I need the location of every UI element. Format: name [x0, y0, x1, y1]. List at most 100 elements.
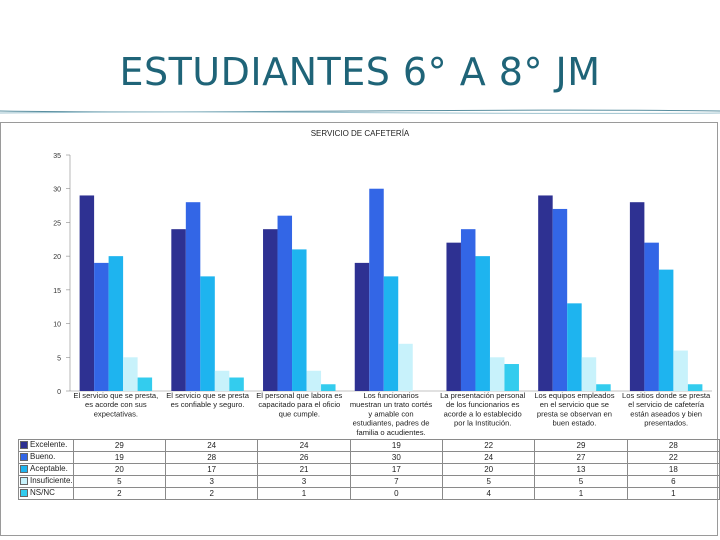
- data-label: 6: [626, 475, 720, 488]
- bar: [137, 377, 153, 391]
- data-label: 2: [72, 487, 167, 500]
- bar: [200, 276, 215, 391]
- slide-title: ESTUDIANTES 6° A 8° JM: [119, 50, 601, 94]
- data-label: 24: [442, 451, 536, 464]
- legend-entry: Aceptable.: [18, 463, 74, 476]
- bar: [214, 370, 230, 391]
- data-label: 17: [349, 463, 444, 476]
- bar: [629, 202, 645, 391]
- data-label: 29: [534, 439, 628, 452]
- bar: [369, 188, 384, 391]
- bar: [658, 269, 674, 391]
- bar: [108, 256, 124, 391]
- x-tick-label: El servicio que se presta,: [73, 391, 158, 400]
- bar: [567, 303, 582, 391]
- title-underline: [0, 109, 720, 114]
- data-label: 7: [349, 475, 444, 488]
- data-label: 5: [72, 475, 167, 488]
- data-label: 1: [257, 487, 351, 500]
- x-tick-label: La presentación personal: [440, 391, 526, 400]
- legend-swatch: [20, 441, 28, 450]
- data-label: 29: [72, 439, 167, 452]
- table-row: Excelente. 29 24 24 19 22 29 28: [18, 439, 720, 452]
- bar: [354, 262, 370, 391]
- x-tick-label: buen estado.: [552, 419, 596, 428]
- bar: [489, 357, 505, 391]
- bar: [538, 195, 553, 391]
- x-tick-label: presentados.: [644, 419, 688, 428]
- x-tick-label: que cumple.: [279, 409, 320, 418]
- data-label: 22: [626, 451, 720, 464]
- data-label: 17: [165, 463, 259, 476]
- y-tick-label: 15: [53, 288, 61, 295]
- x-tick-label: presta se observan en: [537, 409, 612, 418]
- x-tick-label: Los sitios donde se presta: [622, 391, 711, 400]
- data-label: 24: [257, 439, 351, 452]
- bar: [123, 357, 138, 391]
- data-label: 21: [257, 463, 351, 476]
- data-label: 0: [349, 487, 444, 500]
- bar: [185, 202, 201, 391]
- table-row: Aceptable. 20 17 21 17 20 13 18: [18, 463, 720, 476]
- y-tick-label: 0: [57, 389, 61, 396]
- data-label: 5: [534, 475, 628, 488]
- x-tick-label: capacitado para el oficio: [258, 400, 340, 409]
- bar: [475, 256, 490, 391]
- data-label: 4: [442, 487, 536, 500]
- table-row: NS/NC 2 2 1 0 4 1 1: [18, 487, 720, 500]
- table-row: Bueno. 19 28 26 30 24 27 22: [18, 451, 720, 464]
- x-tick-label: El servicio que se presta: [166, 391, 250, 400]
- data-label: 5: [442, 475, 536, 488]
- data-label: 28: [626, 439, 720, 452]
- x-tick-label: están aseados y bien: [630, 409, 702, 418]
- table-row: Insuficiente. 5 3 3 7 5 5 6: [18, 475, 720, 488]
- bar: [171, 229, 186, 391]
- data-label: 20: [442, 463, 536, 476]
- data-label: 22: [442, 439, 536, 452]
- x-tick-label: es acorde con sus: [85, 400, 147, 409]
- bar: [398, 343, 413, 391]
- legend-label: Bueno.: [30, 452, 56, 462]
- y-tick-label: 25: [53, 220, 61, 227]
- legend-label: Aceptable.: [30, 464, 68, 474]
- legend-label: Insuficiente.: [30, 476, 73, 486]
- data-label: 24: [165, 439, 259, 452]
- x-tick-label: por la Institución.: [454, 419, 511, 428]
- bar: [644, 242, 659, 391]
- data-label: 2: [165, 487, 259, 500]
- data-label: 26: [257, 451, 351, 464]
- bar: [94, 262, 109, 391]
- chart-title: SERVICIO DE CAFETERÍA: [310, 129, 410, 138]
- x-tick-label: Los funcionarios: [363, 391, 419, 400]
- bar: [292, 249, 307, 391]
- bar: [596, 384, 611, 391]
- legend-swatch: [20, 465, 28, 474]
- y-tick-label: 5: [57, 355, 61, 362]
- data-label: 3: [257, 475, 351, 488]
- y-tick-label: 20: [53, 254, 61, 261]
- bar: [321, 384, 336, 391]
- bar: [446, 242, 461, 391]
- x-tick-label: Los equipos empleados: [534, 391, 614, 400]
- legend-swatch: [20, 477, 28, 486]
- bar: [79, 195, 95, 391]
- data-label: 28: [165, 451, 259, 464]
- y-tick-label: 30: [53, 187, 61, 194]
- x-tick-label: acorde a lo establecido: [444, 409, 522, 418]
- bar: [552, 208, 568, 391]
- bar: [581, 357, 597, 391]
- x-tick-label: y amable con: [368, 409, 413, 418]
- data-label: 30: [349, 451, 444, 464]
- legend-swatch: [20, 453, 28, 462]
- legend-entry: Excelente.: [18, 439, 74, 452]
- data-label: 18: [626, 463, 720, 476]
- data-label: 1: [626, 487, 720, 500]
- legend-swatch: [20, 489, 28, 498]
- legend-entry: Bueno.: [18, 451, 74, 464]
- legend-entry: Insuficiente.: [18, 475, 74, 488]
- x-tick-label: familia o acudientes.: [356, 428, 425, 437]
- data-label: 19: [349, 439, 444, 452]
- data-label: 19: [72, 451, 167, 464]
- bar: [383, 276, 399, 391]
